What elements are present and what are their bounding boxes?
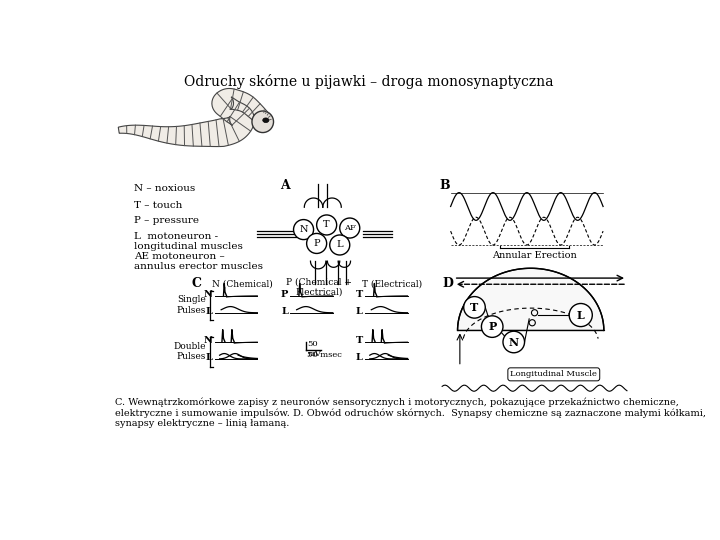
Circle shape [340, 218, 360, 238]
Text: T: T [470, 302, 479, 313]
Text: T: T [356, 336, 363, 345]
Polygon shape [457, 268, 604, 330]
Text: N – noxious: N – noxious [134, 184, 195, 193]
Text: T (Electrical): T (Electrical) [362, 280, 422, 288]
Text: N: N [204, 290, 212, 299]
Circle shape [482, 316, 503, 338]
Text: L: L [206, 353, 212, 362]
Circle shape [464, 296, 485, 318]
Text: N: N [204, 336, 212, 345]
Circle shape [252, 111, 274, 132]
Text: A: A [281, 179, 290, 192]
Text: Double
Pulses: Double Pulses [174, 341, 206, 361]
Text: T: T [323, 220, 330, 230]
Text: L: L [356, 307, 363, 316]
Text: 50 msec: 50 msec [307, 351, 342, 359]
Circle shape [330, 235, 350, 255]
Circle shape [307, 233, 327, 253]
Circle shape [294, 220, 314, 240]
Text: Longitudinal Muscle: Longitudinal Muscle [510, 370, 597, 379]
Text: Odruchy skórne u pijawki – droga monosynaptyczna: Odruchy skórne u pijawki – droga monosyn… [184, 74, 554, 89]
Text: P (Chemical +
Flectrical): P (Chemical + Flectrical) [286, 278, 352, 296]
Text: 50
mV: 50 mV [307, 340, 321, 357]
Text: N: N [509, 336, 519, 348]
Text: B: B [440, 179, 451, 192]
Text: P – pressure: P – pressure [134, 217, 199, 226]
Text: T – touch: T – touch [134, 201, 183, 210]
Text: AE motoneuron –
annulus erector muscles: AE motoneuron – annulus erector muscles [134, 252, 263, 271]
Text: L  motoneuron -
longitudinal muscles: L motoneuron - longitudinal muscles [134, 232, 243, 251]
Text: L: L [577, 309, 585, 321]
Text: Annular Erection: Annular Erection [492, 251, 577, 260]
Text: AF: AF [344, 224, 356, 232]
Text: T: T [356, 290, 363, 299]
Text: P: P [313, 239, 320, 248]
Text: L: L [336, 240, 343, 249]
Circle shape [503, 331, 525, 353]
Text: L: L [206, 307, 212, 316]
Text: N (Chemical): N (Chemical) [212, 280, 272, 288]
Circle shape [570, 303, 593, 327]
Text: D: D [442, 276, 453, 289]
Circle shape [317, 215, 337, 235]
Text: L: L [282, 307, 288, 316]
Text: C. Wewnątrzkomórkowe zapisy z neuronów sensorycznych i motorycznych, pokazujące : C. Wewnątrzkomórkowe zapisy z neuronów s… [115, 397, 706, 428]
Text: Single
Pulses: Single Pulses [176, 295, 206, 315]
Text: L: L [356, 353, 363, 362]
Text: P: P [281, 290, 288, 299]
Polygon shape [118, 89, 271, 146]
Ellipse shape [263, 118, 269, 123]
Text: P: P [488, 321, 496, 332]
Text: N: N [300, 225, 308, 234]
Text: C: C [192, 276, 202, 289]
